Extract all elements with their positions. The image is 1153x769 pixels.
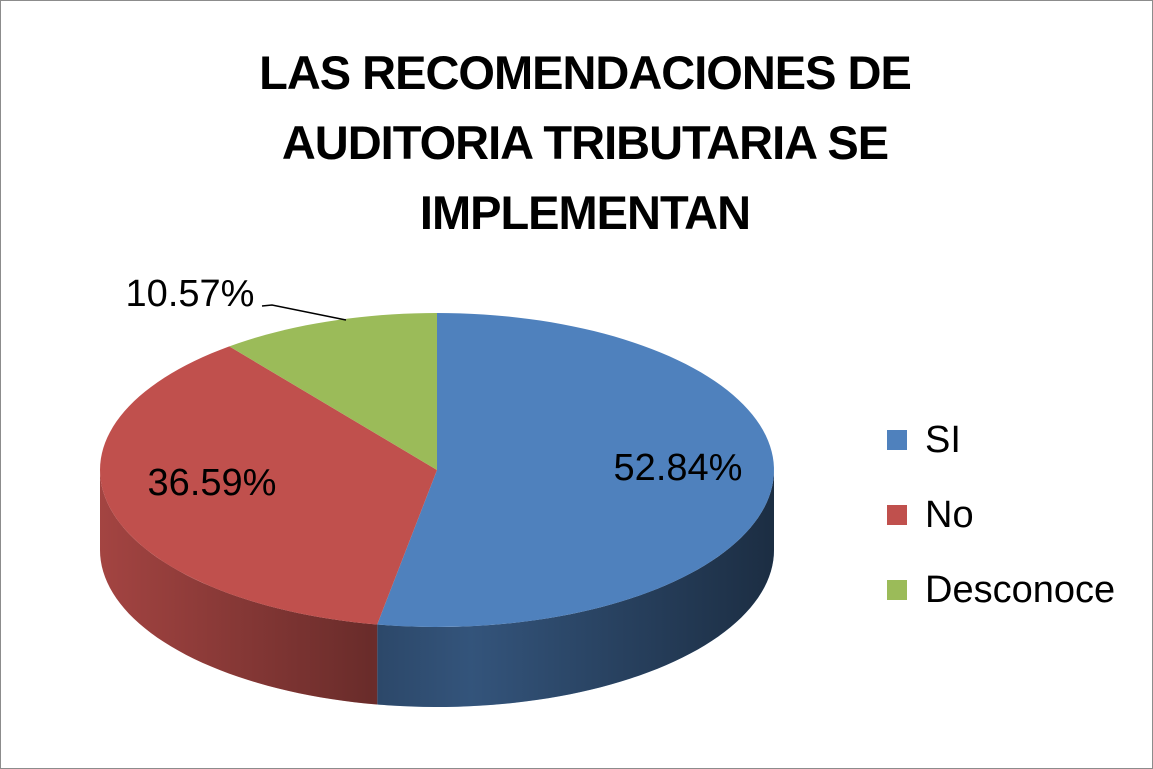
legend-label: SI (925, 419, 961, 461)
legend-swatch (887, 430, 907, 450)
pie-slice (377, 313, 774, 627)
legend-label: No (925, 494, 974, 536)
legend-label: Desconoce (925, 569, 1115, 611)
chart-title: LAS RECOMENDACIONES DE AUDITORIA TRIBUTA… (259, 46, 912, 239)
legend-swatch (887, 580, 907, 600)
pie-side-shade (100, 470, 378, 705)
data-label: 10.57% (126, 273, 255, 315)
legend-swatch (887, 505, 907, 525)
pie-slice (100, 346, 437, 625)
leader-line (261, 304, 347, 321)
data-label: 52.84% (614, 447, 743, 489)
pie-slice (229, 313, 437, 470)
data-label: 36.59% (148, 462, 277, 504)
pie-side-shade (377, 470, 774, 707)
